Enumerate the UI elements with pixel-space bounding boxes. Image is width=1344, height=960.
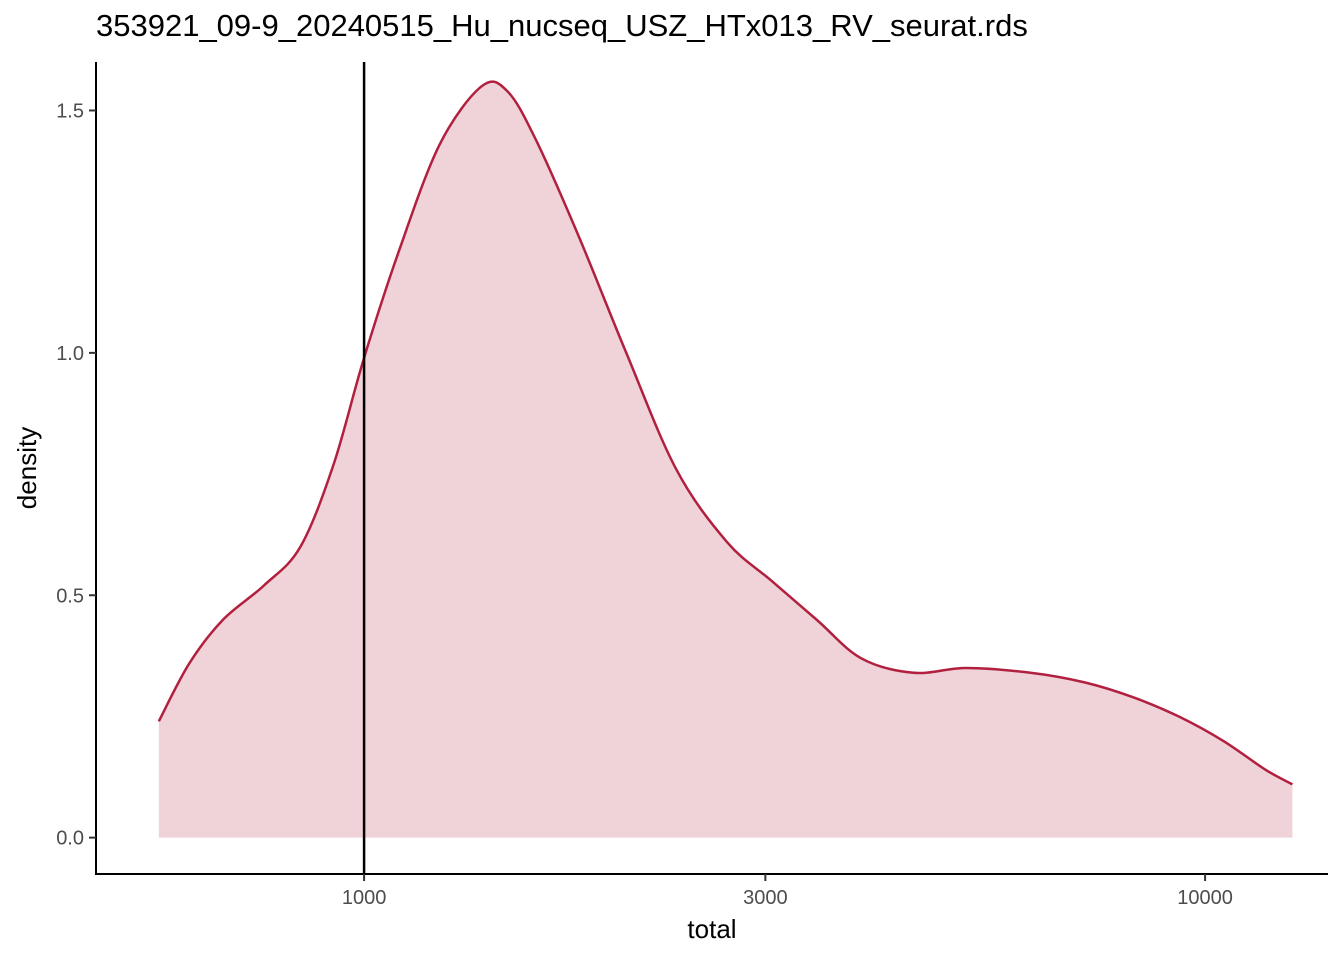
x-tick-label: 1000 <box>342 887 387 909</box>
x-axis-ticks: 1000 3000 10000 <box>342 874 1233 909</box>
x-axis-title: total <box>687 914 736 944</box>
x-tick-label: 3000 <box>743 887 788 909</box>
y-axis-ticks: 0.0 0.5 1.0 1.5 <box>56 100 96 850</box>
y-tick-label: 0.0 <box>56 828 84 850</box>
plot-area <box>157 62 1293 874</box>
y-tick-label: 1.5 <box>56 100 84 122</box>
y-tick-label: 1.0 <box>56 343 84 365</box>
density-line <box>157 80 1293 786</box>
y-tick-label: 0.5 <box>56 585 84 607</box>
density-area <box>158 81 1293 838</box>
x-tick-label: 10000 <box>1177 887 1233 909</box>
chart-title: 353921_09-9_20240515_Hu_nucseq_USZ_HTx01… <box>96 8 1028 43</box>
y-axis-title: density <box>12 427 42 509</box>
